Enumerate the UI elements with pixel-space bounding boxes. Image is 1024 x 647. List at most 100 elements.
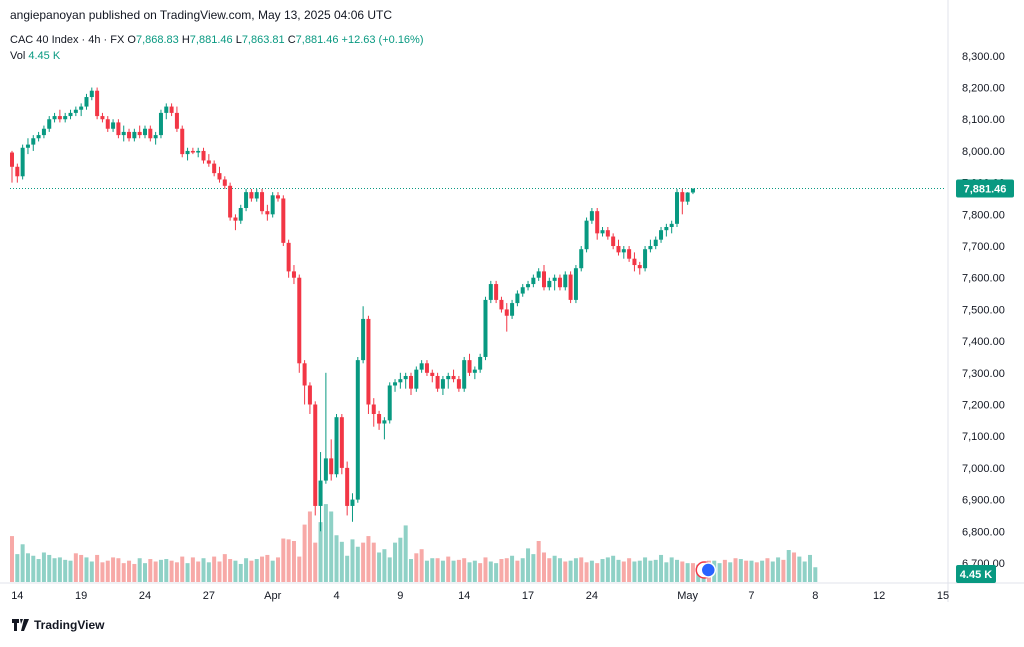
volume-bar [36,559,41,582]
x-tick-label: Apr [264,590,281,602]
volume-bar [52,558,57,582]
volume-bar [648,560,653,582]
volume-bar [584,562,589,582]
volume-bar [25,553,30,582]
candle-body [472,369,477,373]
candle-body [526,284,531,288]
volume-bar [451,560,456,582]
candle-body [127,131,132,139]
x-tick-label: 24 [139,590,151,602]
volume-bar [201,558,206,582]
footer: TradingView [12,618,104,632]
candle-body [531,277,536,285]
candle-body [680,192,685,202]
candle-body [600,230,605,234]
volume-bar [238,563,243,582]
volume-bar [414,553,419,582]
volume-bar [127,560,132,582]
candle-body [377,414,382,424]
volume-bar [158,559,163,582]
volume-bar [15,554,20,582]
volume-bar [430,558,435,582]
volume-bar [424,560,429,582]
candle-body [164,106,169,113]
volume-bar [409,559,413,582]
candle-body [339,417,344,468]
candle-body [249,192,254,199]
candle-body [685,192,690,202]
y-tick-label: 7,000.00 [962,463,1005,475]
candle-body [621,249,626,253]
candle-body [84,97,89,107]
volume-bar [472,560,477,582]
candle-body [233,217,238,221]
candle-body [568,274,573,300]
volume-bar [733,558,738,582]
candle-body [222,179,227,186]
volume-bar [366,536,371,582]
tradingview-logo-icon [12,619,29,631]
volume-bar [435,558,440,582]
candle-body [440,379,445,389]
volume-bar [563,561,568,582]
candle-body [419,363,424,370]
y-tick-label: 8,300.00 [962,51,1005,63]
volume-bar [738,559,743,582]
candle-body [355,360,360,500]
volume-bar [10,536,14,582]
earnings-marker-icon[interactable] [700,562,717,578]
volume-bar [212,556,217,582]
volume-bar [722,559,727,582]
x-tick-label: 4 [333,590,339,602]
candle-body [345,467,350,506]
volume-bar [382,549,387,582]
candle-body [632,258,637,266]
candle-body [653,239,658,247]
volume-bar [643,557,648,582]
volume-bar [675,559,679,582]
candle-body [334,417,339,475]
y-tick-label: 8,200.00 [962,83,1005,95]
candle-body [483,299,488,357]
candle-body [435,375,440,389]
volume-tag-bg [956,565,996,583]
volume-bar [770,561,775,582]
candle-body [31,138,36,145]
candle-body [190,150,195,153]
candle-body [196,150,201,153]
close-value: 7,881.46 [295,34,339,46]
candle-body [446,375,451,380]
volume-bar [185,563,190,582]
volume-bar [536,541,541,582]
volume-bar [180,556,185,582]
volume-bar [728,562,733,582]
volume-tag: 4.45 K [960,569,992,581]
volume-bar [132,563,137,582]
candle-body [557,277,562,288]
x-tick-label: 17 [522,590,534,602]
x-tick-label: 27 [203,590,215,602]
volume-bar [190,557,195,582]
volume-bar [137,558,142,582]
publisher-line: angiepanoyan published on TradingView.co… [10,8,393,22]
candle-body [456,379,461,389]
symbol-label: CAC 40 Index · 4h · FX [10,34,125,46]
volume-bar [579,557,584,582]
volume-bar [291,541,296,582]
candle-body [488,284,493,300]
volume-bar [568,560,573,582]
x-tick-label: 14 [11,590,23,602]
candle-body [536,271,541,278]
candle-body [63,116,68,120]
volume-bar [478,563,483,582]
candle-body [244,192,249,208]
volume-bar [605,557,610,582]
volume-bar [504,558,509,582]
volume-bar [350,539,355,582]
volume-bar [169,560,174,582]
candle-body [228,185,233,218]
candle-body [510,303,515,316]
volume-bar [206,562,211,582]
